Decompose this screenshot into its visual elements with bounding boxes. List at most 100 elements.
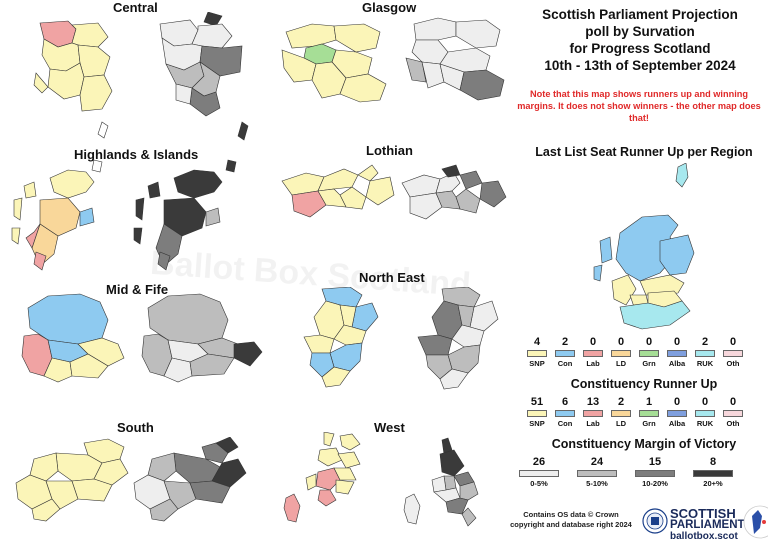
tally-label: Alba bbox=[668, 359, 686, 368]
glasgow-margin-area bbox=[459, 69, 505, 101]
highlands-margin-area bbox=[173, 169, 223, 199]
logo-emblem-icon bbox=[642, 508, 668, 534]
overview-midfife-snp bbox=[639, 274, 685, 296]
glasgow-margin-map bbox=[405, 17, 505, 101]
lothian-margin-area bbox=[441, 164, 461, 178]
highlands-shetland bbox=[97, 121, 109, 139]
tally-value: 0 bbox=[673, 396, 681, 408]
tally-swatch bbox=[583, 410, 603, 417]
south-margin-area bbox=[201, 442, 229, 464]
tally-label: Con bbox=[557, 359, 573, 368]
tally-label: SNP bbox=[529, 419, 545, 428]
margin-value: 15 bbox=[648, 456, 662, 468]
south-margin-area bbox=[149, 498, 179, 522]
lothian-snp-area bbox=[365, 176, 395, 206]
west-margin-area bbox=[439, 449, 465, 477]
highlands-snp-area bbox=[23, 181, 37, 199]
highlands-orkney bbox=[225, 159, 237, 173]
margin-label: 20+% bbox=[703, 479, 723, 488]
overview-islands-con bbox=[593, 264, 603, 282]
northeast-margin-area bbox=[417, 334, 453, 356]
central-runner-up-map bbox=[33, 20, 113, 112]
margin-swatch bbox=[635, 470, 675, 477]
northeast-margin-area bbox=[447, 344, 481, 374]
highlands-margin-area bbox=[205, 207, 221, 227]
midfife-margin-map bbox=[141, 293, 263, 383]
tally-swatch bbox=[527, 410, 547, 417]
highlands-lab-area bbox=[33, 251, 47, 271]
ballot-box-scotland-logo: SCOTTISH PARLIAMENT ballotbox.scot bbox=[640, 500, 768, 543]
highlands-margin-area bbox=[135, 197, 145, 221]
margin-cell-5-10: 24 5-10% bbox=[568, 456, 626, 488]
west-snp-area bbox=[323, 432, 335, 447]
south-snp-area bbox=[31, 498, 61, 522]
tally-label: Grn bbox=[642, 419, 656, 428]
margin-value: 8 bbox=[709, 456, 717, 468]
west-snp-area bbox=[337, 451, 361, 469]
tally-swatch bbox=[723, 410, 743, 417]
glasgow-margin-area bbox=[405, 57, 427, 83]
lothian-lab-area bbox=[291, 190, 327, 218]
midfife-margin-area bbox=[147, 293, 229, 345]
lothian-margin-area bbox=[435, 190, 461, 210]
tally-swatch bbox=[667, 410, 687, 417]
south-margin-area bbox=[147, 452, 177, 482]
glasgow-margin-area bbox=[413, 17, 457, 41]
south-snp-area bbox=[93, 458, 129, 486]
central-margin-area bbox=[191, 23, 233, 49]
northeast-runner-up-map bbox=[303, 287, 379, 388]
tally-swatch bbox=[695, 350, 715, 357]
west-margin-area bbox=[433, 487, 461, 503]
region-title-west: West bbox=[374, 420, 405, 435]
region-title-lothian: Lothian bbox=[366, 143, 413, 158]
margin-label: 5-10% bbox=[586, 479, 608, 488]
west-snp-area bbox=[339, 433, 361, 451]
projection-title-line: poll by Survation bbox=[585, 24, 695, 39]
south-margin-map bbox=[133, 437, 247, 522]
highlands-snp-area bbox=[11, 227, 21, 245]
northeast-margin-map bbox=[417, 287, 499, 390]
glasgow-runner-up-map bbox=[281, 23, 387, 103]
midfife-runner-up-map bbox=[21, 293, 125, 383]
tally-cell-ld: 2 LD bbox=[607, 396, 635, 428]
tally-swatch bbox=[723, 350, 743, 357]
midfife-margin-area bbox=[233, 341, 263, 367]
central-margin-area bbox=[203, 12, 223, 27]
south-snp-area bbox=[29, 452, 59, 482]
south-margin-area bbox=[189, 480, 231, 504]
northeast-snp-area bbox=[321, 366, 351, 388]
midfife-margin-area bbox=[189, 353, 235, 377]
northeast-margin-area bbox=[439, 368, 469, 390]
tally-label: Con bbox=[557, 419, 573, 428]
copyright-notice: Contains OS data © Crown copyright and d… bbox=[510, 510, 632, 529]
glasgow-snp-area bbox=[285, 23, 337, 49]
south-margin-area bbox=[163, 480, 197, 510]
west-snp-area bbox=[317, 447, 343, 467]
glasgow-margin-area bbox=[455, 19, 501, 49]
tally-swatch bbox=[667, 350, 687, 357]
projection-title: Scottish Parliament Projection poll by S… bbox=[515, 6, 765, 74]
midfife-snp-area bbox=[43, 357, 73, 383]
tally-swatch bbox=[583, 350, 603, 357]
northeast-con-area bbox=[329, 342, 363, 372]
overview-south-ruk bbox=[619, 300, 691, 330]
lothian-snp-area bbox=[339, 186, 367, 210]
lothian-margin-map bbox=[401, 164, 507, 220]
logo-line3: ballotbox.scot bbox=[670, 531, 738, 542]
northeast-snp-area bbox=[303, 334, 335, 354]
lothian-runner-up-map bbox=[281, 164, 395, 218]
projection-title-line: for Progress Scotland bbox=[569, 41, 711, 56]
tally-cell-grn: 1 Grn bbox=[635, 396, 663, 428]
highlands-margin-area bbox=[133, 227, 143, 245]
tally-swatch bbox=[611, 410, 631, 417]
tally-cell-oth: 0 Oth bbox=[719, 336, 747, 368]
lothian-margin-area bbox=[479, 180, 507, 208]
tally-label: RUK bbox=[696, 359, 714, 368]
tally-value: 0 bbox=[729, 336, 737, 348]
west-margin-area bbox=[459, 481, 479, 501]
west-margin-area bbox=[445, 497, 469, 515]
highlands-margin-area bbox=[147, 181, 161, 199]
margin-cell-20-plus: 8 20+% bbox=[684, 456, 742, 488]
highlands-margin-map bbox=[133, 121, 249, 271]
tally-cell-lab: 13 Lab bbox=[579, 396, 607, 428]
